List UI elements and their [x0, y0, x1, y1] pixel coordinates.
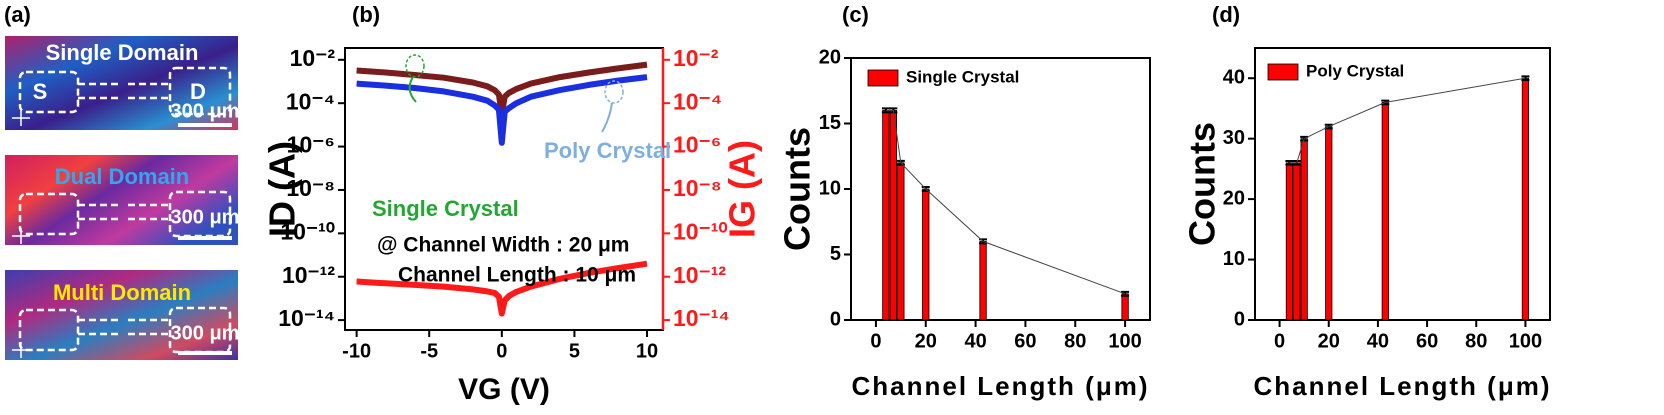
- x-tick-label: 20: [915, 330, 937, 352]
- scale-label: 300 μm: [171, 100, 240, 122]
- bar: [1300, 138, 1308, 321]
- y-tick-label: 20: [819, 46, 841, 68]
- panel-label: (c): [842, 2, 869, 27]
- plot-frame: [1254, 47, 1551, 321]
- bar: [882, 110, 890, 321]
- bar: [1293, 162, 1301, 321]
- micrograph: Multi Domain 300 μm: [5, 270, 239, 360]
- y-tick-label: 20: [1223, 187, 1245, 209]
- x-tick-label: -10: [342, 340, 371, 362]
- y-tick-label: 5: [830, 243, 841, 265]
- y-tick-label: 30: [1223, 127, 1245, 149]
- annotation-arrow: [408, 76, 417, 103]
- legend-label: Poly Crystal: [1306, 61, 1404, 80]
- y-tick-label: 10: [819, 177, 841, 199]
- y2-tick-label: 10⁻¹²: [673, 262, 726, 288]
- y-tick-label: 15: [819, 112, 841, 134]
- y-tick-label: 10⁻⁶: [287, 132, 335, 158]
- plot-frame: [344, 47, 664, 331]
- y-tick-label: 10⁻¹⁰: [280, 218, 335, 244]
- legend-label: Single Crystal: [906, 67, 1019, 86]
- image-title: Multi Domain: [53, 280, 191, 305]
- x-tick-label: 100: [1108, 330, 1141, 352]
- x-axis-label: Channel Length (μm): [852, 371, 1150, 401]
- series-annotation: Poly Crystal: [544, 138, 671, 163]
- annotation: Channel Length : 10 μm: [398, 264, 636, 287]
- micrograph: Dual Domain 300 μm: [5, 155, 239, 245]
- trend-line: [1289, 77, 1526, 164]
- x-tick-label: 10: [636, 340, 658, 362]
- image-title: Single Domain: [46, 40, 199, 65]
- bar: [1325, 126, 1333, 321]
- x-tick-label: 0: [496, 340, 507, 362]
- electrode-label: S: [33, 79, 48, 104]
- y-tick-label: 10: [1223, 248, 1245, 270]
- y2-tick-label: 10⁻⁸: [673, 175, 722, 201]
- image-title: Dual Domain: [55, 164, 189, 189]
- y-axis-label: Counts: [777, 127, 818, 251]
- x-tick-label: 80: [1465, 330, 1487, 352]
- x-axis-label: Channel Length (μm): [1254, 371, 1552, 401]
- panel-label: (d): [1212, 2, 1240, 27]
- micrograph: Single Domain S D 300 μm: [5, 36, 239, 130]
- data-line: [356, 260, 648, 317]
- annotation-circle: [405, 54, 425, 78]
- y-axis-label: ID (A): [262, 141, 303, 237]
- x-tick-label: 20: [1318, 330, 1340, 352]
- y-tick-label: 10⁻²: [290, 45, 336, 71]
- x-tick-label: 40: [1367, 330, 1389, 352]
- panel-label: (b): [352, 2, 380, 27]
- y2-tick-label: 10⁻⁴: [673, 88, 722, 114]
- y-tick-label: 0: [1234, 308, 1245, 330]
- y2-tick-label: 10⁻²: [673, 45, 719, 71]
- x-tick-label: 80: [1064, 330, 1086, 352]
- bar: [1285, 162, 1294, 321]
- error-bar: [881, 107, 890, 114]
- annotation-circle: [604, 80, 624, 104]
- x-tick-label: 0: [870, 330, 881, 352]
- y2-tick-label: 10⁻⁶: [673, 132, 721, 158]
- x-tick-label: 60: [1416, 330, 1438, 352]
- bar: [1521, 77, 1530, 321]
- x-tick-label: 60: [1014, 330, 1036, 352]
- bar: [1121, 293, 1129, 321]
- y-tick-label: 0: [830, 308, 841, 330]
- x-tick-label: -5: [420, 340, 438, 362]
- annotation-arrow: [601, 102, 613, 133]
- electrode-label: D: [190, 79, 206, 104]
- bar: [889, 110, 897, 321]
- panel-label: (a): [4, 2, 31, 27]
- y-tick-label: 10⁻¹²: [282, 262, 335, 288]
- y-axis-label: Counts: [1182, 122, 1223, 246]
- y-tick-label: 10⁻⁸: [286, 175, 335, 201]
- y2-axis-label: IG (A): [722, 140, 763, 238]
- plot-frame: [850, 57, 1151, 321]
- y-tick-label: 10⁻¹⁴: [278, 305, 335, 331]
- bar: [979, 240, 987, 321]
- x-tick-label: 100: [1509, 330, 1542, 352]
- y-tick-label: 10⁻⁴: [286, 88, 335, 114]
- bar: [922, 188, 930, 321]
- annotation: @ Channel Width : 20 μm: [377, 234, 629, 257]
- x-axis-label: VG (V): [458, 373, 550, 406]
- y-tick-label: 40: [1223, 67, 1245, 89]
- bar: [1381, 102, 1389, 321]
- x-tick-label: 5: [569, 340, 580, 362]
- trend-line: [885, 109, 1126, 295]
- y2-tick-label: 10⁻¹⁴: [673, 305, 730, 331]
- x-tick-label: 0: [1274, 330, 1285, 352]
- series-annotation: Single Crystal: [372, 196, 519, 221]
- error-bar: [1521, 75, 1530, 82]
- data-line: [356, 74, 648, 146]
- legend-swatch: [1267, 63, 1299, 81]
- y2-tick-label: 10⁻¹⁰: [673, 218, 728, 244]
- scale-label: 300 μm: [171, 206, 240, 228]
- scale-label: 300 μm: [171, 322, 240, 344]
- x-tick-label: 40: [964, 330, 986, 352]
- bar: [897, 162, 905, 321]
- legend-swatch: [867, 69, 899, 87]
